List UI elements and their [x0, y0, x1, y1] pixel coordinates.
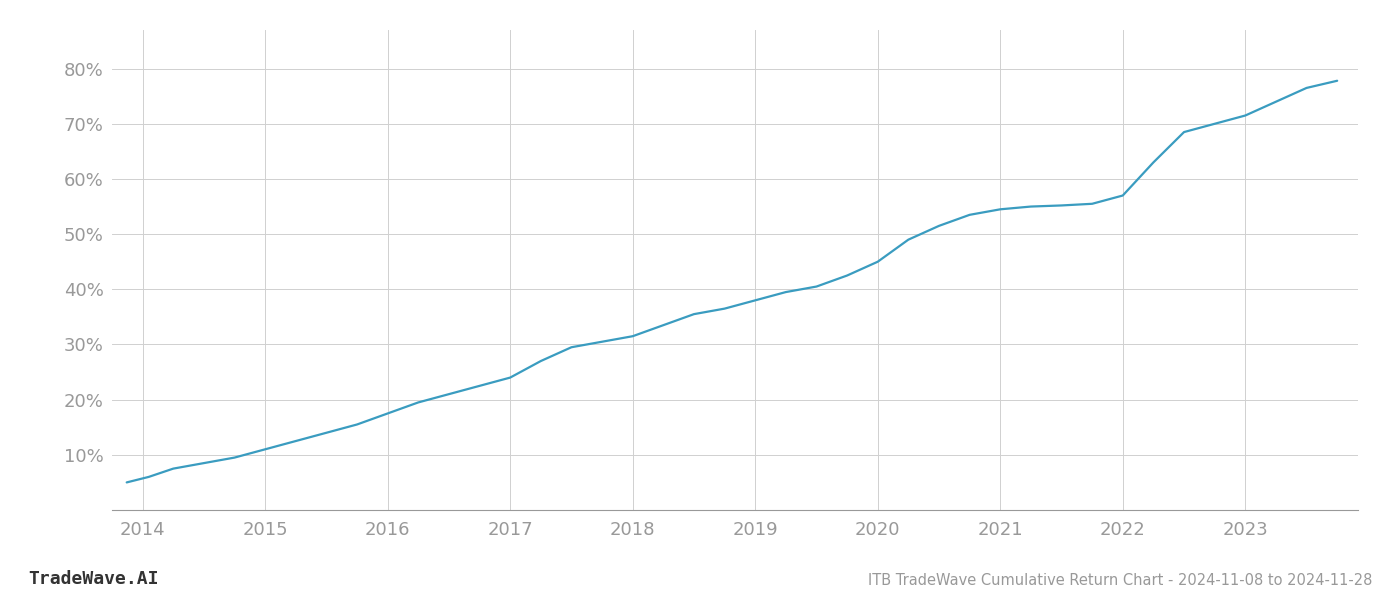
Text: ITB TradeWave Cumulative Return Chart - 2024-11-08 to 2024-11-28: ITB TradeWave Cumulative Return Chart - …: [868, 573, 1372, 588]
Text: TradeWave.AI: TradeWave.AI: [28, 570, 158, 588]
